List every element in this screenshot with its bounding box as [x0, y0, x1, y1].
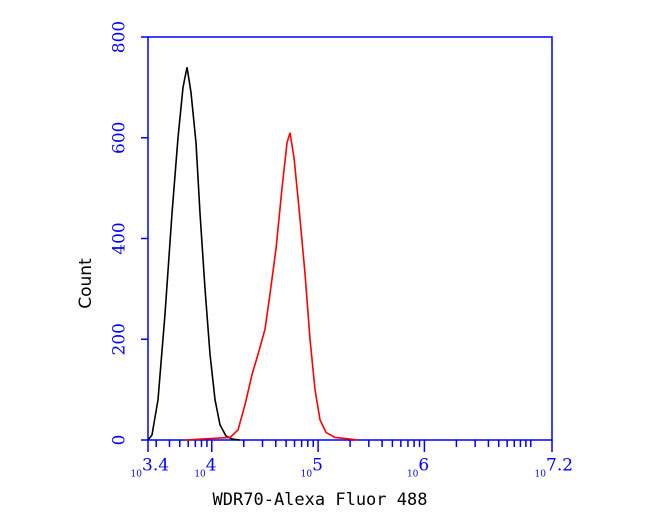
x-tick-label: 10 6	[407, 456, 429, 480]
y-tick-label: 600	[110, 122, 130, 154]
x-tick-exponent: 6	[418, 456, 429, 476]
histogram-line	[184, 132, 359, 441]
x-tick-exponent: 3.4	[142, 456, 169, 476]
x-tick-base: 10	[535, 470, 547, 480]
histogram-line	[147, 67, 241, 441]
x-tick-exponent: 4	[206, 456, 217, 476]
x-axis-label: WDR70-Alexa Fluor 488	[213, 490, 428, 510]
x-tick-label: 10 3.4	[131, 456, 170, 480]
x-tick-base: 10	[407, 470, 419, 480]
x-tick-base: 10	[301, 470, 313, 480]
x-tick-label: 10 4	[194, 456, 216, 480]
x-tick-base: 10	[131, 470, 143, 480]
x-tick-label: 10 5	[301, 456, 323, 480]
y-tick-label: 400	[110, 222, 130, 254]
x-tick-exponent: 7.2	[546, 456, 573, 476]
plot-frame	[147, 36, 553, 441]
y-tick-label: 200	[110, 323, 130, 355]
y-tick-label: 800	[110, 21, 130, 53]
x-tick-base: 10	[194, 470, 206, 480]
y-tick-label: 0	[110, 435, 130, 446]
y-axis-label: Count	[76, 258, 96, 309]
x-tick-exponent: 5	[312, 456, 323, 476]
x-tick-label: 10 7.2	[535, 456, 574, 480]
